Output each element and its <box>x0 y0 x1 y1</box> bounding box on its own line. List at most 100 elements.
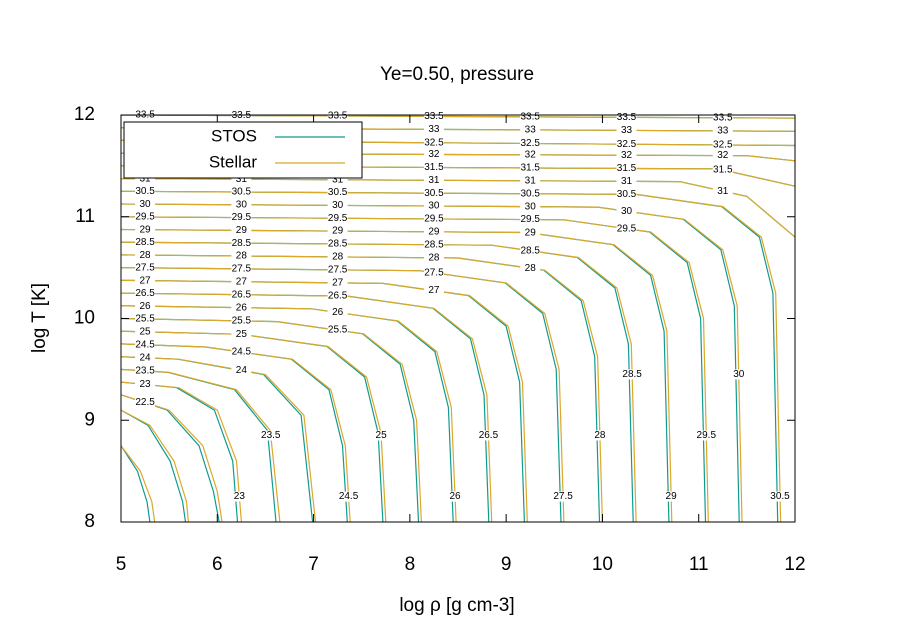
contour-label-bg <box>260 430 281 441</box>
contour-label-bg <box>135 339 156 350</box>
contour-label-bg <box>135 301 156 312</box>
contour-line <box>121 356 317 522</box>
contour-label-bg <box>616 206 637 217</box>
x-tick-label: 5 <box>116 554 127 575</box>
contour-label-bg <box>231 212 252 223</box>
contour-label: 28 <box>428 252 440 263</box>
contour-label-bg <box>135 224 156 235</box>
contour-label-bg <box>661 491 682 502</box>
contour-label: 23 <box>140 379 152 390</box>
contour-label: 31 <box>236 174 248 185</box>
contour-line <box>121 267 562 522</box>
contour-line <box>121 190 779 522</box>
contour-label: 31 <box>428 175 440 186</box>
contour-line <box>121 228 673 522</box>
contour-label-bg <box>231 276 252 287</box>
contour-label-bg <box>616 189 637 200</box>
contour-label-bg <box>135 288 156 299</box>
contour-label: 31 <box>332 174 344 185</box>
contour-label: 25 <box>140 326 152 337</box>
contour-label-bg <box>520 188 541 199</box>
contour-line <box>121 203 743 522</box>
contour-label: 29.5 <box>232 212 252 223</box>
contour-label-bg <box>327 110 348 121</box>
contour-line <box>121 368 281 522</box>
contour-label-bg <box>423 239 444 250</box>
contour-label: 26.5 <box>232 289 252 300</box>
contour-label: 25.5 <box>232 315 252 326</box>
contour-label: 26 <box>236 302 248 313</box>
contour-label: 26 <box>449 491 461 502</box>
contour-label: 29 <box>140 224 152 235</box>
contour-line <box>121 381 242 522</box>
contour-label-bg <box>423 285 444 296</box>
contour-label: 25.5 <box>135 314 155 325</box>
contour-label-bg <box>423 149 444 160</box>
contour-label: 29.5 <box>328 213 348 224</box>
x-tick-label: 8 <box>405 554 416 575</box>
contour-label: 29.5 <box>135 212 155 223</box>
contour-label: 32.5 <box>424 137 444 148</box>
contour-label-bg <box>616 150 637 161</box>
contour-label-bg <box>520 162 541 173</box>
contour-label: 30.5 <box>135 186 155 197</box>
contour-label: 33 <box>525 125 537 136</box>
contour-label-bg <box>135 379 156 390</box>
contour-label-bg <box>622 369 643 380</box>
contour-label: 26.5 <box>479 430 499 441</box>
contour-label: 22.5 <box>135 397 155 408</box>
contour-label-bg <box>231 187 252 198</box>
contour-line <box>121 409 189 522</box>
contour-label-bg <box>728 369 749 380</box>
contour-label: 30 <box>428 201 440 212</box>
contour-label: 23.5 <box>261 430 281 441</box>
contour-label-bg <box>423 175 444 186</box>
contour-label-bg <box>135 262 156 273</box>
contour-line <box>121 190 782 522</box>
contour-label: 32 <box>717 150 729 161</box>
contour-label-bg <box>327 226 348 237</box>
contour-label-bg <box>696 430 717 441</box>
contour-label: 29.5 <box>520 214 540 225</box>
contour-label: 26 <box>140 301 152 312</box>
contour-label: 33.5 <box>617 112 637 123</box>
contour-label-bg <box>589 430 610 441</box>
contour-label-bg <box>423 124 444 135</box>
contour-label: 23 <box>234 491 246 502</box>
contour-label: 28 <box>525 263 537 274</box>
contour-label-bg <box>423 188 444 199</box>
contour-label-bg <box>712 139 733 150</box>
contour-label: 27.5 <box>424 267 444 278</box>
contour-line <box>121 241 637 522</box>
contour-label: 28 <box>594 430 606 441</box>
contour-label: 33.5 <box>232 110 252 121</box>
contour-label: 30 <box>332 200 344 211</box>
contour-label-bg <box>135 211 156 222</box>
contour-label-bg <box>135 199 156 210</box>
contour-line <box>121 228 670 522</box>
contour-label: 29.5 <box>424 214 444 225</box>
contour-label-bg <box>616 139 637 150</box>
contour-label: 28 <box>236 251 248 262</box>
contour-label: 25 <box>376 430 388 441</box>
contour-label-bg <box>135 326 156 337</box>
contour-label: 29 <box>525 228 537 239</box>
contour-label: 33.5 <box>520 111 540 122</box>
x-tick-label: 11 <box>689 554 709 575</box>
contour-label-bg <box>520 124 541 135</box>
contour-label: 33.5 <box>713 112 733 123</box>
contour-label: 30.5 <box>617 189 637 200</box>
contour-label-bg <box>423 137 444 148</box>
contour-label-bg <box>478 430 499 441</box>
contour-label-bg <box>135 173 156 184</box>
contour-label-bg <box>327 187 348 198</box>
contour-label: 30.5 <box>520 188 540 199</box>
contour-label-bg <box>231 238 252 249</box>
contour-line <box>121 343 351 522</box>
contour-label: 25 <box>236 329 248 340</box>
contour-label: 28.5 <box>232 238 252 249</box>
contour-label: 28 <box>332 252 344 263</box>
contour-label-bg <box>520 111 541 122</box>
contour-label: 24 <box>140 352 152 363</box>
contour-label-bg <box>327 277 348 288</box>
